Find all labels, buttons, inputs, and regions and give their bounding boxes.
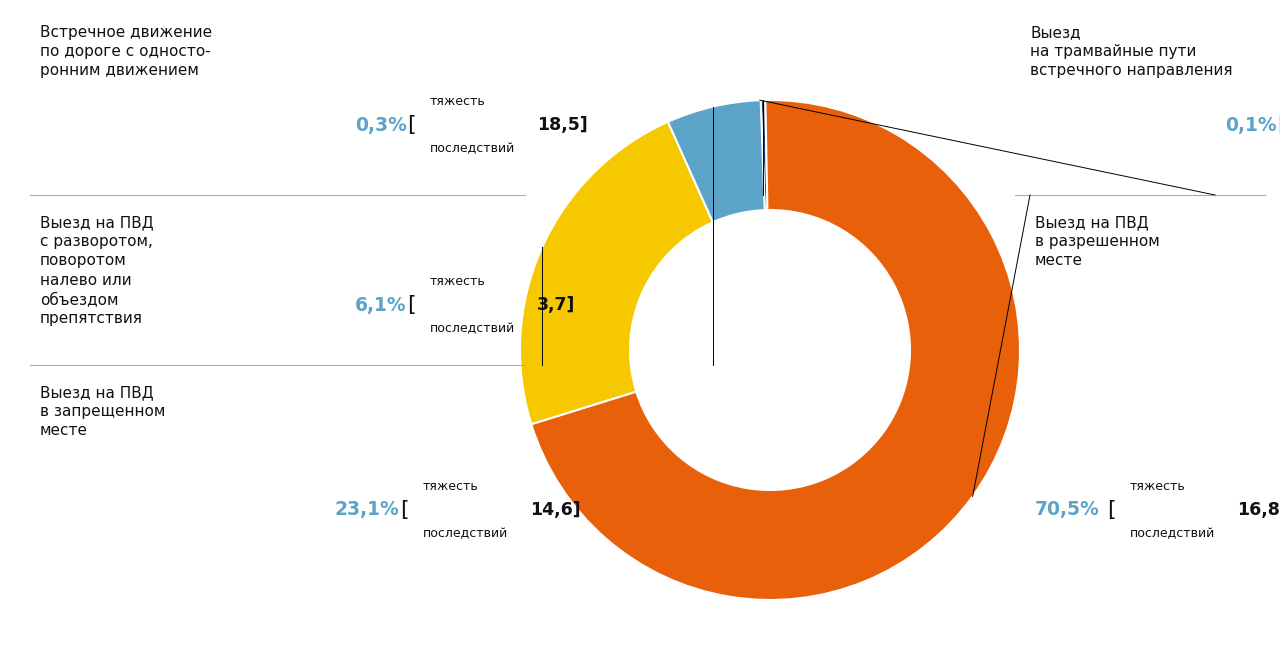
Text: [: [: [1277, 115, 1280, 135]
Wedge shape: [520, 122, 713, 424]
Wedge shape: [760, 100, 768, 210]
Text: 18,5]: 18,5]: [538, 116, 588, 134]
Wedge shape: [531, 100, 1020, 600]
Text: тяжесть: тяжесть: [422, 480, 479, 493]
Text: тяжесть: тяжесть: [1130, 480, 1185, 493]
Text: [: [: [407, 295, 416, 315]
Text: [: [: [407, 115, 416, 135]
Text: 0,1%: 0,1%: [1225, 115, 1276, 135]
Text: 6,1%: 6,1%: [355, 295, 407, 314]
Text: Встречное движение
по дороге с односто-
ронним движением: Встречное движение по дороге с односто- …: [40, 25, 212, 78]
Text: последствий: последствий: [430, 142, 516, 155]
Text: [: [: [1107, 500, 1116, 520]
Text: 23,1%: 23,1%: [335, 500, 399, 519]
Text: [: [: [399, 500, 408, 520]
Text: 70,5%: 70,5%: [1036, 500, 1100, 519]
Wedge shape: [759, 100, 764, 210]
Text: 3,7]: 3,7]: [538, 296, 576, 314]
Text: Выезд
на трамвайные пути
встречного направления: Выезд на трамвайные пути встречного напр…: [1030, 25, 1233, 78]
Text: 16,8]: 16,8]: [1236, 501, 1280, 519]
Text: последствий: последствий: [422, 527, 508, 540]
Wedge shape: [668, 100, 764, 222]
Text: последствий: последствий: [430, 322, 516, 335]
Text: Выезд на ПВД
в разрешенном
месте: Выезд на ПВД в разрешенном месте: [1036, 215, 1160, 269]
Text: тяжесть: тяжесть: [430, 95, 485, 108]
Text: тяжесть: тяжесть: [430, 275, 485, 288]
Text: Выезд на ПВД
с разворотом,
поворотом
налево или
объездом
препятствия: Выезд на ПВД с разворотом, поворотом нал…: [40, 215, 154, 326]
Text: последствий: последствий: [1130, 527, 1215, 540]
Text: 14,6]: 14,6]: [530, 501, 581, 519]
Text: Выезд на ПВД
в запрещенном
месте: Выезд на ПВД в запрещенном месте: [40, 385, 165, 438]
Text: 0,3%: 0,3%: [355, 115, 407, 135]
